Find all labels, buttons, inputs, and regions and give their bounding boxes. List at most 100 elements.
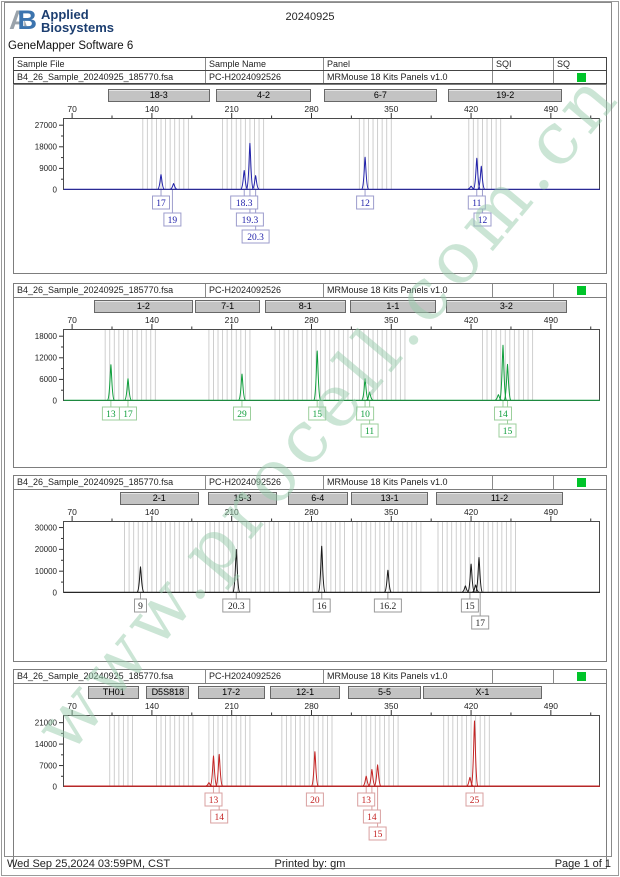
svg-text:350: 350 — [384, 104, 398, 114]
svg-text:0: 0 — [53, 186, 58, 195]
applied-biosystems-logo: A B Applied Biosystems — [9, 5, 114, 35]
svg-text:18.3: 18.3 — [236, 199, 253, 209]
svg-text:14000: 14000 — [35, 740, 58, 749]
svg-text:210: 210 — [225, 104, 239, 114]
svg-text:17: 17 — [123, 410, 133, 420]
sq-cell — [553, 284, 606, 297]
dye-black-peak — [384, 569, 392, 593]
svg-text:350: 350 — [384, 701, 398, 711]
sq-status-indicator — [577, 477, 586, 487]
svg-text:14: 14 — [498, 410, 508, 420]
dye-red-header-strip: B4_26_Sample_20240925_185770.fsa PC-H2024… — [14, 670, 606, 684]
svg-text:10: 10 — [360, 410, 370, 420]
svg-text:20000: 20000 — [35, 545, 58, 554]
svg-text:210: 210 — [225, 507, 239, 517]
svg-text:420: 420 — [464, 104, 478, 114]
marker-box-12-1: 12-1 — [270, 686, 340, 699]
dye-black-peak — [232, 549, 240, 593]
dye-blue-peak — [473, 157, 481, 190]
logo-line1: Applied — [41, 7, 89, 22]
app-title: GeneMapper Software 6 — [8, 40, 134, 52]
svg-text:29: 29 — [237, 410, 247, 420]
svg-text:13: 13 — [209, 796, 219, 806]
svg-text:19: 19 — [168, 216, 178, 226]
dye-green-peak — [366, 391, 374, 401]
allele-label-box — [230, 195, 259, 210]
sq-status-indicator — [577, 285, 586, 295]
dye-red-marker-row: TH01 D5S818 17-2 12-1 5-5 X-1 — [14, 686, 606, 699]
svg-text:70: 70 — [67, 701, 77, 711]
dye-blue-marker-row: 18-3 4-2 6-7 19-2 — [14, 89, 606, 102]
dye-green-header-strip: B4_26_Sample_20240925_185770.fsa PC-H2024… — [14, 284, 606, 298]
svg-text:9000: 9000 — [39, 164, 57, 173]
marker-box-11-2: 11-2 — [435, 492, 564, 505]
col-header-sqi: SQI — [492, 58, 553, 70]
allele-label-box — [465, 792, 484, 807]
allele-label-box — [152, 195, 170, 210]
svg-text:280: 280 — [304, 315, 318, 325]
dye-black-peak — [467, 563, 475, 593]
allele-label-box — [356, 406, 375, 421]
dye-black-header-strip: B4_26_Sample_20240925_185770.fsa PC-H2024… — [14, 476, 606, 490]
dye-black-peak — [462, 585, 469, 593]
dye-blue-peak — [361, 156, 369, 190]
allele-label-box — [471, 615, 490, 630]
allele-label-box — [357, 792, 376, 807]
dye-black-peak — [475, 557, 483, 593]
logo-a-glyph: A — [9, 5, 28, 35]
sqi-value — [492, 476, 553, 489]
svg-text:420: 420 — [464, 507, 478, 517]
svg-text:70: 70 — [67, 315, 77, 325]
dye-red-peak — [373, 764, 382, 787]
dye-green-peak — [499, 344, 507, 401]
svg-text:15: 15 — [373, 830, 383, 840]
svg-text:140: 140 — [145, 315, 159, 325]
svg-text:280: 280 — [304, 701, 318, 711]
dye-blue-peak — [170, 183, 177, 190]
dye-red-peak — [470, 720, 479, 787]
panel-value: MRMouse 18 Kits Panels v1.0 — [323, 71, 492, 83]
svg-text:210: 210 — [225, 315, 239, 325]
svg-text:9: 9 — [138, 602, 143, 612]
allele-label-box — [119, 406, 137, 421]
dye-red-peak — [368, 769, 376, 787]
svg-text:350: 350 — [384, 507, 398, 517]
col-header-sq: SQ — [553, 58, 606, 70]
marker-box-13-1: 13-1 — [351, 492, 428, 505]
dye-green-peak — [107, 364, 115, 401]
svg-text:13: 13 — [361, 796, 371, 806]
dye-green-peak — [124, 378, 132, 401]
dye-black-peak — [136, 566, 145, 593]
allele-label-box — [241, 229, 270, 244]
sq-cell — [553, 71, 606, 83]
dye-blue-peak — [246, 142, 254, 190]
allele-label-box — [368, 826, 387, 841]
svg-text:420: 420 — [464, 701, 478, 711]
marker-box-17-2: 17-2 — [197, 686, 265, 699]
allele-label-box — [134, 598, 147, 613]
dye-red-section: B4_26_Sample_20240925_185770.fsa PC-H2024… — [13, 669, 607, 869]
marker-box-19-2: 19-2 — [448, 89, 563, 102]
svg-text:15: 15 — [312, 410, 322, 420]
svg-text:12000: 12000 — [35, 354, 58, 363]
svg-text:70: 70 — [67, 104, 77, 114]
marker-box-TH01: TH01 — [88, 686, 140, 699]
dye-blue-peak — [467, 185, 475, 190]
footer-timestamp: Wed Sep 25,2024 03:59PM, CST — [7, 858, 171, 870]
allele-label-box — [498, 423, 517, 438]
sq-cell — [553, 476, 606, 489]
marker-box-X-1: X-1 — [423, 686, 542, 699]
svg-text:0: 0 — [53, 397, 58, 406]
panel-value: MRMouse 18 Kits Panels v1.0 — [323, 670, 492, 683]
dye-black-plot: 70 140 210 280 350 420 490 10000 20000 30000 0 9 20.… — [35, 507, 600, 630]
svg-text:210: 210 — [225, 701, 239, 711]
allele-label-box — [494, 406, 512, 421]
allele-label-box — [473, 212, 492, 227]
allele-label-box — [373, 598, 402, 613]
svg-text:18000: 18000 — [35, 332, 58, 341]
dye-black-section: B4_26_Sample_20240925_185770.fsa PC-H2024… — [13, 475, 607, 662]
svg-text:350: 350 — [384, 315, 398, 325]
allele-label-box — [222, 598, 251, 613]
sample-file-value: B4_26_Sample_20240925_185770.fsa — [17, 285, 174, 295]
